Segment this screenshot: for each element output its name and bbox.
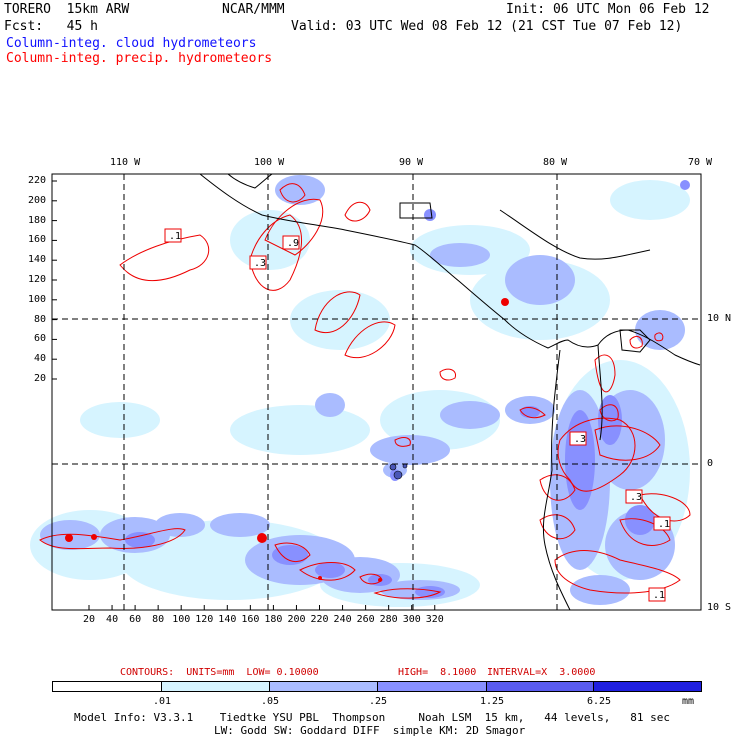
model-info-line2: LW: Godd SW: Goddard DIFF simple KM: 2D … <box>214 724 526 737</box>
y-tick-label: 20 <box>34 373 47 384</box>
colorbar-unit: mm <box>682 696 695 707</box>
x-tick-label: 200 <box>287 614 306 625</box>
colorbar <box>52 681 702 692</box>
x-tick-label: 160 <box>241 614 260 625</box>
contour-label: .3 <box>630 492 642 503</box>
lon-label: 100 W <box>254 157 285 168</box>
y-tick-label: 80 <box>34 313 47 325</box>
x-tick-label: 80 <box>152 614 165 625</box>
colorbar-label: .01 <box>153 696 172 707</box>
contour-label-group: .1 .3 .9 .3 .3 .1 .1 <box>164 228 671 602</box>
x-tick-label: 20 <box>83 614 96 625</box>
colorbar-segment <box>269 682 378 691</box>
x-tick-label: 120 <box>195 614 214 625</box>
lat-label: 10 S <box>707 602 732 613</box>
colorbar-segment <box>160 682 270 691</box>
y-tick-label: 160 <box>28 234 47 246</box>
lon-label: 90 W <box>399 157 424 168</box>
lon-label: 70 W <box>688 157 713 168</box>
x-tick-label: 220 <box>310 614 329 625</box>
init-time: Init: 06 UTC Mon 06 Feb 12 <box>506 2 710 17</box>
lat-label: 0 <box>707 458 714 469</box>
x-tick-label: 140 <box>218 614 237 625</box>
colorbar-label: 6.25 <box>587 696 612 707</box>
axis-ticks <box>52 180 436 610</box>
y-tick-label: 200 <box>28 194 47 206</box>
org-name: NCAR/MMM <box>222 2 285 17</box>
model-name: TORERO 15km ARW <box>4 2 130 17</box>
contour-label: .3 <box>574 434 586 445</box>
contour-label: .1 <box>653 590 665 601</box>
field-cloud-title: Column-integ. cloud hydrometeors <box>6 36 257 51</box>
valid-time: Valid: 03 UTC Wed 08 Feb 12 (21 CST Tue … <box>291 19 683 34</box>
lat-label: 10 N <box>707 313 732 324</box>
x-tick-label: 300 <box>402 614 421 625</box>
x-tick-label: 40 <box>106 614 119 625</box>
y-tick-label: 220 <box>28 175 47 186</box>
lon-label: 110 W <box>110 157 141 168</box>
lon-label: 80 W <box>543 157 568 168</box>
contour-label: .3 <box>254 258 266 269</box>
x-tick-label: 180 <box>264 614 283 625</box>
y-tick-label: 40 <box>34 353 47 365</box>
contour-label: .1 <box>658 519 670 530</box>
contour-high: HIGH= 8.1000 <box>398 667 477 678</box>
field-precip-title: Column-integ. precip. hydrometeors <box>6 51 273 66</box>
x-tick-label: 280 <box>379 614 398 625</box>
graticule <box>52 174 701 610</box>
galapagos-islands <box>389 463 408 480</box>
colorbar-label: .25 <box>369 696 388 707</box>
y-tick-label: 120 <box>28 274 47 285</box>
y-tick-label: 60 <box>34 333 47 345</box>
x-tick-label: 100 <box>172 614 191 625</box>
precip-cores <box>65 298 509 582</box>
model-info-line1: Model Info: V3.3.1 Tiedtke YSU PBL Thomp… <box>74 711 671 724</box>
x-tick-label: 60 <box>129 614 142 625</box>
contour-units: CONTOURS: UNITS=mm LOW= 0.10000 <box>120 667 319 678</box>
y-tick-label: 140 <box>28 254 47 266</box>
map-frame <box>51 173 702 611</box>
x-tick-label: 260 <box>356 614 375 625</box>
x-tick-label: 240 <box>333 614 352 625</box>
forecast-hour: Fcst: 45 h <box>4 19 98 34</box>
colorbar-segment <box>593 682 702 691</box>
coastline <box>199 173 701 611</box>
contour-label: .9 <box>287 238 299 249</box>
colorbar-label: 1.25 <box>480 696 505 707</box>
cloud-field <box>30 175 690 607</box>
precip-contours <box>39 183 691 599</box>
colorbar-segment <box>53 682 161 691</box>
contour-label: .1 <box>169 231 181 242</box>
x-tick-label: 320 <box>425 614 444 625</box>
colorbar-label: .05 <box>261 696 280 707</box>
colorbar-segment <box>485 682 594 691</box>
y-tick-label: 100 <box>28 293 47 305</box>
contour-interval: INTERVAL=X 3.0000 <box>487 667 596 678</box>
colorbar-segment <box>377 682 486 691</box>
y-tick-label: 180 <box>28 214 47 226</box>
